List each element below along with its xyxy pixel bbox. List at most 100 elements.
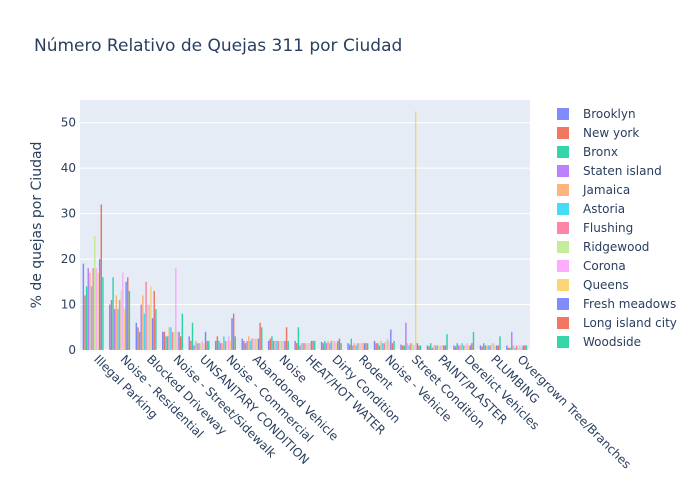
bar (142, 295, 144, 350)
bar (251, 338, 253, 350)
bar (299, 345, 301, 350)
bar (335, 343, 337, 350)
legend-swatch (557, 184, 569, 196)
legend-item[interactable]: Long island city (557, 316, 677, 330)
bar (228, 336, 230, 350)
bar (120, 290, 122, 350)
bar (89, 272, 91, 350)
legend-item[interactable]: Jamaica (557, 183, 630, 197)
bar (259, 322, 261, 350)
legend-item[interactable]: Flushing (557, 221, 633, 235)
bar (232, 313, 235, 350)
bar (431, 347, 434, 350)
bar (226, 340, 228, 350)
bar (469, 345, 471, 350)
bar (90, 286, 93, 350)
legend-item[interactable]: Ridgewood (557, 240, 649, 254)
legend-item[interactable]: Bronx (557, 145, 618, 159)
bar (400, 344, 402, 350)
legend-item[interactable]: New york (557, 126, 639, 140)
bar (481, 346, 483, 350)
bar (267, 340, 270, 350)
legend-item[interactable]: Corona (557, 259, 626, 273)
bar (98, 259, 101, 350)
bar (433, 345, 435, 350)
bar (150, 286, 152, 350)
bar (401, 345, 404, 350)
legend-item[interactable]: Queens (557, 278, 629, 292)
legend-item[interactable]: Woodside (557, 335, 641, 349)
bar (327, 340, 329, 350)
y-tick-label: 50 (61, 116, 76, 130)
legend[interactable]: Brooklyn New york Bronx Staten island Jamaic… (557, 107, 677, 349)
legend-swatch (557, 279, 569, 291)
bar (426, 345, 429, 350)
bar (459, 345, 462, 350)
y-tick-label: 0 (68, 343, 76, 357)
bar (519, 345, 521, 350)
bar (300, 343, 303, 350)
bar (520, 347, 523, 350)
bar (231, 318, 233, 350)
legend-label: New york (583, 126, 639, 140)
bar (388, 340, 390, 350)
bar (472, 331, 475, 350)
plot-area (80, 100, 530, 350)
bar (383, 343, 386, 350)
bar (206, 340, 208, 350)
bar (366, 343, 369, 350)
bar (377, 343, 379, 350)
bar (428, 346, 430, 350)
bar (140, 304, 142, 350)
bar (135, 322, 138, 350)
bar (463, 345, 465, 350)
bar (193, 345, 195, 350)
bar (218, 340, 220, 350)
bar (466, 343, 468, 350)
legend-item[interactable]: Astoria (557, 202, 625, 216)
bar (410, 343, 412, 350)
legend-swatch (557, 317, 569, 329)
legend-swatch (557, 298, 569, 310)
bar (127, 277, 129, 350)
legend-item[interactable]: Staten island (557, 164, 662, 178)
legend-swatch (557, 146, 569, 158)
bar (492, 343, 495, 350)
legend-swatch (557, 241, 569, 253)
legend-item[interactable]: Brooklyn (557, 107, 636, 121)
bar (418, 345, 420, 350)
bar (507, 347, 510, 350)
bar (509, 347, 511, 350)
bar (511, 331, 513, 350)
bar (514, 347, 516, 350)
y-tick-label: 20 (61, 252, 76, 266)
bar (94, 236, 96, 350)
bar (109, 304, 111, 350)
bar (506, 345, 508, 350)
bar (162, 331, 164, 350)
legend-swatch (557, 127, 569, 139)
bar (249, 340, 252, 350)
bar (337, 340, 339, 350)
bar (347, 343, 349, 350)
bar (444, 345, 447, 350)
bar (525, 345, 528, 350)
legend-item[interactable]: Fresh meadows (557, 297, 676, 311)
grid-lines (80, 122, 530, 351)
bar (350, 338, 353, 350)
bar (176, 331, 179, 350)
bar (216, 336, 219, 350)
bar (254, 338, 256, 350)
bar (102, 277, 104, 350)
bar (125, 281, 127, 350)
bar (175, 268, 177, 350)
legend-swatch (557, 222, 569, 234)
bar (199, 343, 202, 350)
bar (456, 343, 458, 350)
bar (391, 343, 394, 350)
bar (223, 336, 225, 350)
bar (486, 345, 488, 350)
legend-label: Bronx (583, 145, 618, 159)
bar (148, 304, 151, 350)
